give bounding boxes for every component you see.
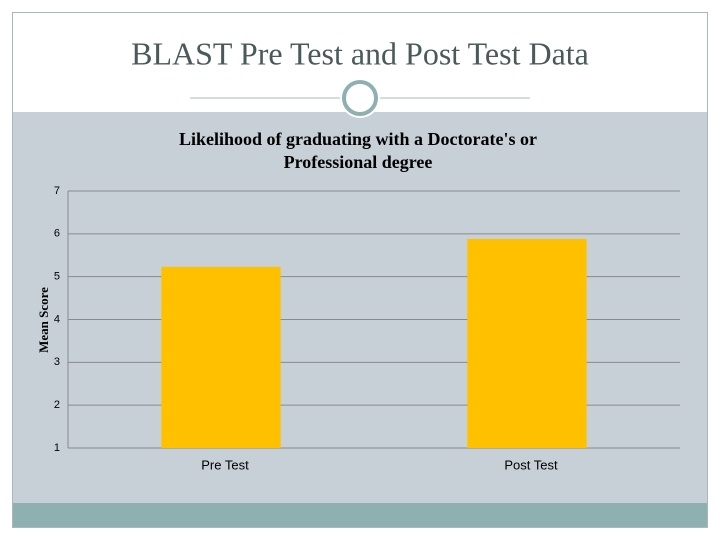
y-tick-label: 6 bbox=[54, 228, 60, 240]
y-tick-label: 4 bbox=[54, 313, 60, 325]
y-axis-label: Mean Score bbox=[36, 287, 51, 353]
x-tick-label: Pre Test bbox=[201, 457, 249, 472]
x-tick-label: Post Test bbox=[504, 457, 558, 472]
y-tick-label: 7 bbox=[54, 185, 60, 197]
slide-title: BLAST Pre Test and Post Test Data bbox=[131, 35, 589, 71]
bar bbox=[467, 238, 587, 448]
y-tick-label: 5 bbox=[54, 271, 60, 283]
bar bbox=[161, 266, 281, 448]
chart-title: Professional degree bbox=[284, 152, 433, 172]
footer-band bbox=[13, 503, 707, 527]
y-tick-label: 2 bbox=[54, 399, 60, 411]
chart-background bbox=[13, 112, 707, 503]
y-tick-label: 3 bbox=[54, 356, 60, 368]
y-tick-label: 1 bbox=[54, 442, 60, 454]
chart-title: Likelihood of graduating with a Doctorat… bbox=[179, 129, 537, 149]
divider-ring bbox=[342, 80, 378, 116]
